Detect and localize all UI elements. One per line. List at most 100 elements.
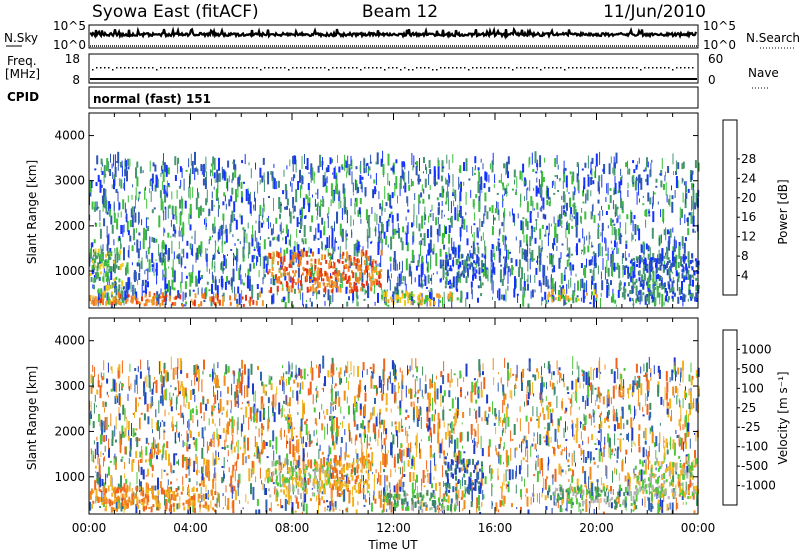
echo-cell [515, 278, 517, 288]
echo-cell [136, 161, 139, 168]
echo-cell [340, 406, 342, 414]
echo-cell [497, 241, 500, 250]
echo-cell [329, 295, 332, 305]
echo-cell [344, 154, 346, 167]
echo-region-cell [110, 284, 113, 289]
echo-cell [476, 242, 479, 245]
echo-cell [179, 255, 181, 258]
echo-cell [433, 176, 435, 185]
echo-cell [389, 371, 391, 384]
echo-cell [457, 213, 459, 221]
echo-cell [345, 160, 348, 168]
echo-cell [165, 370, 168, 383]
echo-cell [690, 174, 693, 181]
echo-cell [527, 392, 530, 400]
echo-cell [526, 201, 529, 213]
echo-cell [189, 243, 192, 250]
echo-cell [304, 238, 307, 245]
nave-dot [212, 67, 214, 69]
echo-region-cell [472, 266, 475, 272]
echo-cell [693, 465, 696, 468]
echo-cell [435, 253, 438, 267]
colorbar-tick-label: 8 [741, 249, 749, 263]
echo-cell [179, 212, 182, 226]
echo-region-cell [141, 296, 143, 302]
echo-cell [492, 280, 494, 294]
echo-cell [541, 205, 543, 212]
echo-cell [564, 194, 566, 208]
echo-cell [242, 254, 245, 262]
echo-cell [310, 360, 312, 368]
echo-cell [121, 160, 123, 166]
echo-cell [179, 166, 182, 173]
echo-cell [337, 429, 339, 437]
echo-cell [598, 448, 601, 462]
echo-cell [420, 244, 421, 257]
echo-cell [212, 441, 213, 443]
echo-region-cell [629, 260, 632, 264]
echo-cell [103, 293, 106, 298]
echo-cell [404, 161, 405, 167]
echo-cell [272, 445, 274, 450]
echo-cell [280, 499, 282, 509]
echo-cell [480, 280, 481, 288]
echo-cell [492, 152, 494, 165]
echo-cell [460, 228, 462, 242]
echo-cell [506, 244, 507, 251]
echo-cell [192, 289, 195, 292]
echo-cell [627, 160, 628, 169]
echo-cell [580, 217, 582, 225]
echo-cell [673, 357, 676, 370]
echo-region-cell [121, 280, 124, 287]
echo-cell [335, 241, 338, 243]
echo-cell [475, 194, 478, 199]
echo-region-cell [291, 281, 294, 288]
echo-region-cell [370, 287, 373, 292]
echo-cell [420, 283, 423, 288]
echo-cell [561, 243, 564, 246]
echo-cell [101, 376, 104, 381]
echo-region-cell [681, 273, 684, 279]
echo-cell [262, 384, 265, 394]
echo-cell [671, 201, 674, 213]
echo-cell [586, 372, 589, 377]
echo-cell [308, 203, 311, 213]
echo-cell [646, 403, 649, 415]
echo-cell [175, 215, 177, 220]
echo-cell [413, 203, 415, 217]
echo-cell [599, 415, 601, 418]
echo-cell [521, 171, 523, 182]
echo-cell [437, 202, 440, 207]
echo-cell [590, 176, 593, 179]
echo-cell [263, 239, 266, 250]
echo-region-cell [312, 284, 315, 289]
echo-cell [368, 166, 371, 171]
echo-cell [431, 414, 434, 422]
echo-cell [527, 368, 529, 371]
echo-cell [495, 427, 497, 435]
echo-cell [383, 419, 386, 431]
echo-cell [597, 405, 600, 409]
echo-cell [128, 457, 130, 464]
echo-cell [388, 180, 390, 186]
echo-cell [616, 241, 618, 244]
echo-cell [618, 282, 621, 291]
echo-cell [597, 223, 599, 235]
echo-cell [201, 379, 203, 393]
nave-dot [544, 67, 546, 69]
echo-cell [270, 228, 273, 236]
echo-cell [571, 424, 573, 427]
echo-cell [371, 371, 372, 373]
echo-cell [511, 503, 513, 508]
echo-region-cell [284, 266, 287, 273]
echo-cell [429, 185, 431, 190]
echo-cell [276, 386, 278, 395]
echo-cell [343, 203, 345, 215]
echo-cell [515, 236, 517, 241]
echo-region-cell [116, 247, 119, 254]
echo-cell [491, 226, 494, 236]
echo-cell [576, 243, 578, 256]
y-tick-label: 4000 [54, 129, 85, 143]
echo-cell [313, 234, 316, 241]
echo-cell [437, 157, 439, 164]
